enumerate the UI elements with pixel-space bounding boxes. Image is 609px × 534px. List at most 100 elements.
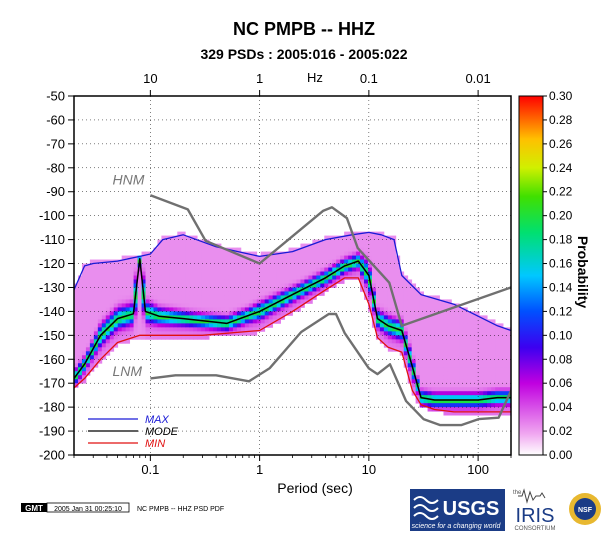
density-cell <box>272 291 278 296</box>
density-cell <box>439 367 444 372</box>
density-cell <box>300 267 305 272</box>
density-cell <box>455 319 460 324</box>
density-cell <box>268 287 274 292</box>
density-cell <box>256 287 262 292</box>
density-cell <box>459 407 464 412</box>
density-cell <box>121 287 127 292</box>
density-cell <box>109 307 115 312</box>
density-cell <box>360 247 365 252</box>
density-cell <box>419 363 424 368</box>
density-cell <box>224 291 230 296</box>
density-cell <box>113 299 119 304</box>
density-cell <box>244 291 250 296</box>
density-cell <box>371 267 377 272</box>
density-cell <box>224 295 230 300</box>
density-cell <box>284 279 289 284</box>
density-cell <box>431 403 436 408</box>
density-cell <box>407 363 413 368</box>
density-cell <box>161 315 166 320</box>
density-cell <box>189 287 194 292</box>
density-cell <box>312 279 317 284</box>
density-cell <box>217 295 222 300</box>
density-cell <box>431 339 436 344</box>
density-cell <box>213 307 218 312</box>
density-cell <box>348 243 353 248</box>
density-cell <box>487 383 492 388</box>
density-cell <box>81 335 87 340</box>
density-cell <box>348 231 353 237</box>
density-cell <box>455 367 460 372</box>
density-cell <box>427 363 432 368</box>
density-cell <box>185 283 190 288</box>
density-cell <box>236 311 242 316</box>
density-cell <box>193 247 198 252</box>
density-cell <box>272 267 278 272</box>
density-cell <box>240 275 246 280</box>
density-cell <box>415 347 421 352</box>
density-cell <box>113 319 119 324</box>
density-cell <box>288 291 293 296</box>
density-cell <box>85 299 91 304</box>
density-cell <box>217 271 222 276</box>
density-cell <box>185 311 190 316</box>
density-cell <box>149 335 154 340</box>
density-cell <box>367 275 373 280</box>
density-cell <box>197 291 202 296</box>
density-cell <box>419 323 424 328</box>
density-cell <box>93 327 99 332</box>
density-cell <box>189 311 194 316</box>
density-cell <box>371 319 377 324</box>
density-cell <box>248 291 254 296</box>
density-cell <box>487 399 492 404</box>
density-cell <box>379 295 385 300</box>
density-cell <box>109 319 115 324</box>
density-cell <box>471 327 476 332</box>
density-cell <box>503 379 508 384</box>
density-cell <box>244 259 250 264</box>
density-cell <box>173 335 178 340</box>
density-cell <box>399 319 405 324</box>
density-cell <box>101 263 107 268</box>
density-cell <box>367 247 373 252</box>
density-cell <box>268 315 274 320</box>
density-cell <box>495 391 500 396</box>
density-cell <box>431 303 436 308</box>
density-cell <box>391 275 397 280</box>
density-cell <box>451 407 456 412</box>
density-cell <box>467 331 472 336</box>
density-cell <box>507 343 511 348</box>
density-cell <box>280 295 285 300</box>
density-cell <box>268 275 274 280</box>
density-cell <box>109 315 115 320</box>
density-cell <box>328 263 333 268</box>
density-cell <box>479 359 484 364</box>
density-cell <box>74 299 79 304</box>
density-cell <box>74 335 79 340</box>
density-cell <box>97 351 103 356</box>
density-cell <box>364 267 369 272</box>
density-cell <box>475 399 480 404</box>
density-cell <box>292 247 297 252</box>
density-cell <box>483 347 488 352</box>
y-tick-label: -80 <box>46 160 65 175</box>
density-cell <box>228 327 234 332</box>
density-cell <box>439 391 444 396</box>
density-cell <box>272 259 278 264</box>
density-cell <box>367 283 373 288</box>
density-cell <box>173 247 178 252</box>
density-cell <box>248 327 254 332</box>
density-cell <box>137 319 142 324</box>
density-cell <box>360 271 365 276</box>
density-cell <box>507 331 511 336</box>
density-cell <box>185 251 190 256</box>
density-cell <box>288 263 293 268</box>
density-cell <box>348 251 353 256</box>
density-cell <box>232 323 238 328</box>
y-tick-label: -160 <box>39 352 65 367</box>
density-cell <box>332 239 337 244</box>
density-cell <box>471 323 476 328</box>
density-cell <box>77 347 83 352</box>
density-cell <box>296 251 301 256</box>
density-cell <box>205 247 210 252</box>
density-cell <box>145 291 150 296</box>
